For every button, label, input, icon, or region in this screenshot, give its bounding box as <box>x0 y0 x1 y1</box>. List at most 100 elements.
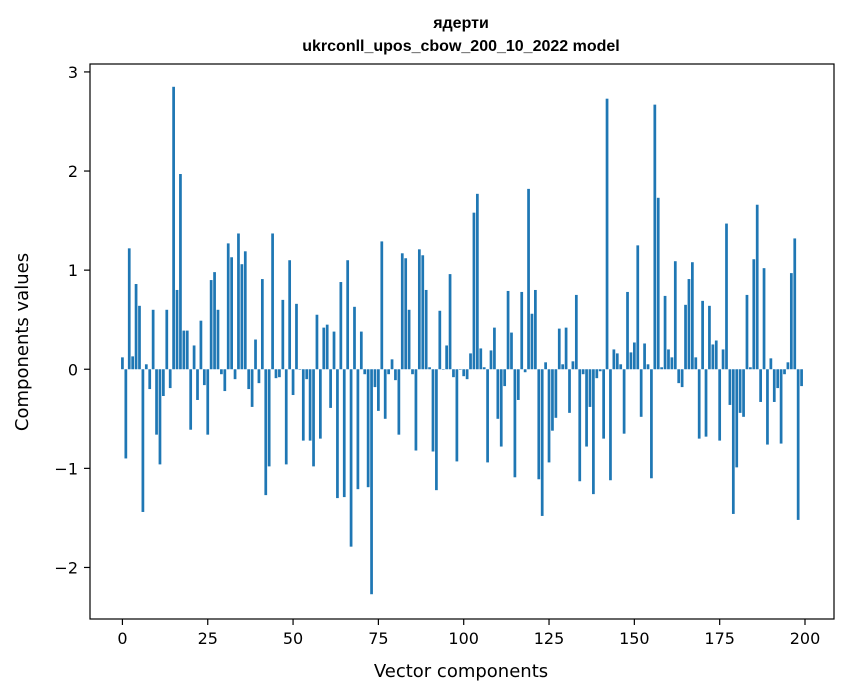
bar-172 <box>708 305 711 370</box>
bar-15 <box>172 86 175 370</box>
bar-64 <box>339 282 343 370</box>
bar-99 <box>458 369 462 370</box>
bar-74 <box>373 369 377 388</box>
bar-53 <box>301 369 305 441</box>
plot-frame <box>89 63 835 620</box>
bar-59 <box>322 327 326 370</box>
bar-70 <box>359 331 363 370</box>
y-tick-label: 3 <box>68 63 78 82</box>
bar-24 <box>202 369 206 386</box>
bar-81 <box>397 369 401 435</box>
bar-103 <box>472 212 476 370</box>
x-tick-label: 0 <box>117 629 127 648</box>
bar-118 <box>523 369 527 373</box>
bar-14 <box>168 369 172 389</box>
bar-57 <box>315 314 319 370</box>
bar-128 <box>557 328 561 370</box>
bar-39 <box>254 339 257 370</box>
bar-196 <box>789 273 793 370</box>
bar-158 <box>660 367 664 370</box>
bar-134 <box>578 369 582 482</box>
x-tick-label: 50 <box>283 629 303 648</box>
bar-46 <box>278 369 281 378</box>
bar-44 <box>271 233 274 370</box>
bar-114 <box>510 332 513 370</box>
bar-54 <box>305 369 309 380</box>
bar-78 <box>387 369 390 375</box>
y-tick-label: 0 <box>68 360 78 379</box>
bar-23 <box>199 320 203 370</box>
bar-184 <box>749 367 752 370</box>
bar-22 <box>196 369 199 400</box>
bar-98 <box>455 369 459 462</box>
bar-96 <box>448 274 452 370</box>
bar-36 <box>243 251 247 370</box>
bar-145 <box>615 353 619 370</box>
bar-179 <box>731 369 735 514</box>
bar-190 <box>769 358 773 370</box>
bar-38 <box>250 369 254 407</box>
bar-150 <box>632 342 636 370</box>
bars-group <box>121 86 803 595</box>
bar-182 <box>742 369 745 417</box>
bar-68 <box>353 306 356 370</box>
bar-168 <box>694 357 698 370</box>
bar-140 <box>598 369 602 372</box>
bar-48 <box>284 369 288 465</box>
bar-0 <box>121 357 124 370</box>
bar-6 <box>141 369 145 512</box>
bar-151 <box>636 245 640 370</box>
bar-152 <box>639 369 643 417</box>
bar-141 <box>602 369 605 439</box>
bar-71 <box>363 369 367 375</box>
bar-142 <box>605 98 609 370</box>
bar-101 <box>465 369 469 380</box>
bar-104 <box>475 193 479 370</box>
bar-161 <box>670 357 674 370</box>
bar-77 <box>383 369 387 419</box>
bar-51 <box>295 303 298 370</box>
bar-106 <box>482 367 486 370</box>
bar-33 <box>233 369 237 380</box>
bar-115 <box>513 369 517 478</box>
bar-155 <box>650 369 653 479</box>
x-tick-label: 175 <box>704 629 735 648</box>
bar-17 <box>179 174 182 370</box>
bar-2 <box>127 248 131 370</box>
bar-137 <box>588 369 592 407</box>
x-tick-label: 100 <box>448 629 479 648</box>
bar-62 <box>332 331 336 370</box>
bar-163 <box>677 369 681 384</box>
bar-58 <box>319 369 322 439</box>
bar-157 <box>656 197 660 370</box>
bar-55 <box>308 369 312 441</box>
bar-1 <box>124 369 128 459</box>
bar-188 <box>762 268 766 370</box>
x-tick-label: 150 <box>619 629 650 648</box>
bar-56 <box>312 369 315 467</box>
bar-108 <box>489 350 493 370</box>
y-axis-label: Components values <box>12 253 33 431</box>
bar-18 <box>182 330 186 370</box>
bar-61 <box>329 369 332 408</box>
bar-9 <box>151 309 155 370</box>
bar-41 <box>260 279 264 370</box>
bar-3 <box>131 356 135 370</box>
bar-32 <box>230 257 233 370</box>
bar-82 <box>400 253 404 370</box>
bar-35 <box>240 264 244 370</box>
x-axis-label: Vector components <box>374 661 548 682</box>
bar-144 <box>612 349 616 370</box>
bar-28 <box>216 309 220 370</box>
bar-154 <box>646 364 650 370</box>
bar-93 <box>438 310 442 370</box>
bar-199 <box>800 369 803 387</box>
x-tick-label: 25 <box>198 629 218 648</box>
bar-181 <box>738 369 742 413</box>
bar-65 <box>342 369 346 498</box>
bar-76 <box>380 241 384 370</box>
bar-31 <box>226 243 230 370</box>
bar-170 <box>701 300 704 370</box>
chart-title: ядерти <box>432 15 489 32</box>
